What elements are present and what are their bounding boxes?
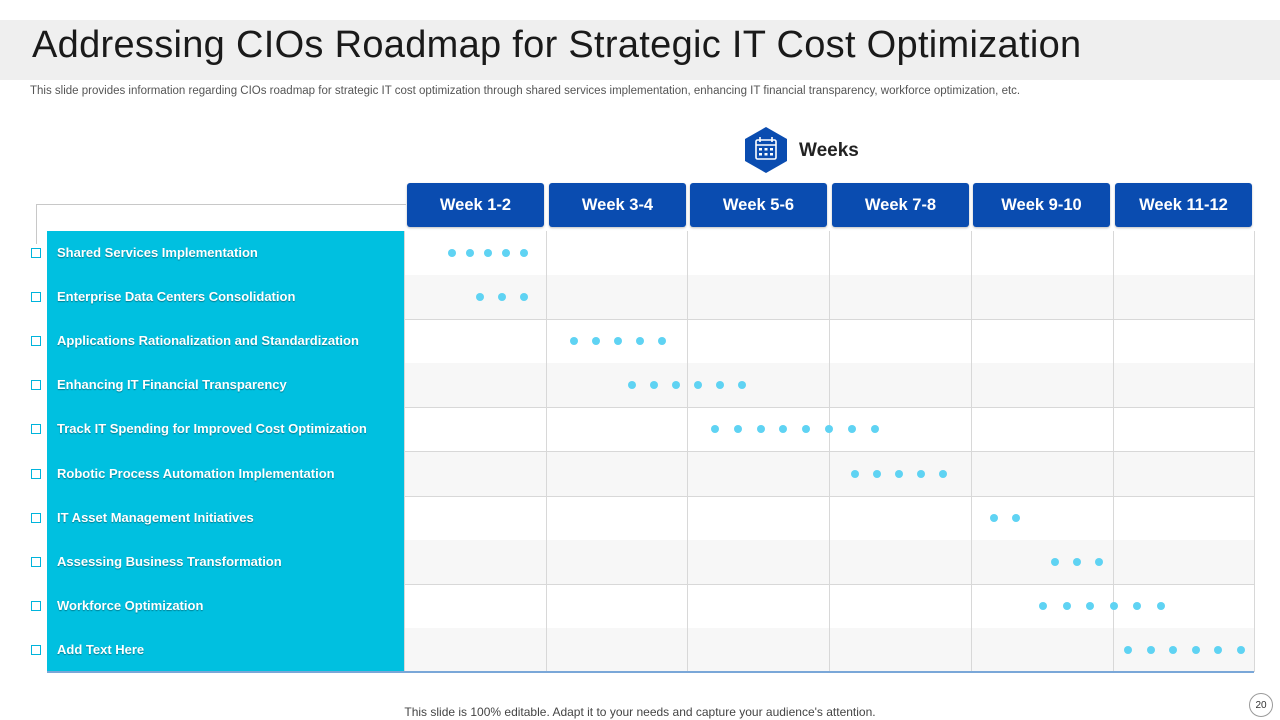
progress-dot	[466, 249, 474, 257]
footer-note: This slide is 100% editable. Adapt it to…	[404, 705, 876, 719]
progress-dot	[802, 425, 811, 433]
task-label: Enhancing IT Financial Transparency	[57, 377, 287, 392]
progress-dot	[847, 425, 856, 433]
grid-column-line	[546, 231, 547, 672]
progress-dot	[1146, 646, 1155, 654]
progress-dot	[658, 337, 666, 345]
progress-dot	[990, 514, 998, 522]
progress-dot	[1051, 558, 1059, 566]
progress-dot	[636, 337, 644, 345]
progress-dot	[502, 249, 510, 257]
task-bullet	[31, 424, 41, 434]
task-label: Applications Rationalization and Standar…	[57, 333, 359, 348]
progress-dot	[1095, 558, 1103, 566]
progress-dot	[711, 425, 719, 433]
progress-dot	[895, 470, 903, 478]
progress-dot	[1039, 602, 1047, 610]
progress-dot	[738, 381, 746, 389]
week-header: Week 5-6	[690, 183, 827, 227]
week-header: Week 1-2	[407, 183, 544, 227]
grid-column-line	[404, 231, 405, 672]
task-panel	[47, 231, 404, 672]
progress-dot	[484, 249, 492, 257]
progress-dot	[1191, 646, 1200, 654]
progress-dot	[870, 425, 879, 433]
task-bullet	[31, 557, 41, 567]
progress-dot	[614, 337, 622, 345]
progress-dot	[694, 381, 702, 389]
title-bar	[0, 20, 1280, 80]
task-bullet	[31, 380, 41, 390]
progress-dot	[592, 337, 600, 345]
weeks-heading: Weeks	[799, 140, 859, 161]
week-header: Week 11-12	[1115, 183, 1252, 227]
timeline-grid	[404, 231, 1255, 673]
progress-dot	[873, 470, 881, 478]
progress-dot	[939, 470, 947, 478]
progress-dot	[733, 425, 742, 433]
task-label: Track IT Spending for Improved Cost Opti…	[57, 421, 367, 436]
task-label: IT Asset Management Initiatives	[57, 510, 254, 525]
progress-dot	[779, 425, 788, 433]
week-header: Week 7-8	[832, 183, 969, 227]
week-header: Week 3-4	[549, 183, 686, 227]
task-label: Add Text Here	[57, 642, 145, 657]
week-header: Week 9-10	[973, 183, 1110, 227]
progress-dot	[851, 470, 859, 478]
page-number: 20	[1249, 693, 1273, 717]
progress-dot	[570, 337, 578, 345]
grid-column-line	[829, 231, 830, 672]
grid-column-line	[687, 231, 688, 672]
grid-column-line	[1113, 231, 1114, 672]
progress-dot	[1073, 558, 1081, 566]
progress-dot	[498, 293, 506, 301]
task-bullet	[31, 248, 41, 258]
task-label: Assessing Business Transformation	[57, 554, 282, 569]
grid-column-line	[1254, 231, 1255, 672]
progress-dot	[476, 293, 484, 301]
task-bullet	[31, 645, 41, 655]
progress-dot	[825, 425, 833, 433]
frame-line	[36, 204, 406, 205]
progress-dot	[650, 381, 658, 389]
progress-dot	[1236, 646, 1245, 654]
progress-dot	[1062, 602, 1071, 610]
task-bullet	[31, 513, 41, 523]
task-label: Robotic Process Automation Implementatio…	[57, 466, 335, 481]
task-bullet	[31, 292, 41, 302]
progress-dot	[1012, 514, 1020, 522]
progress-dot	[716, 381, 724, 389]
progress-dot	[1109, 602, 1118, 610]
progress-dot	[917, 470, 925, 478]
progress-dot	[628, 381, 636, 389]
task-bullet	[31, 469, 41, 479]
task-bullet	[31, 336, 41, 346]
progress-dot	[1156, 602, 1165, 610]
progress-dot	[672, 381, 680, 389]
progress-dot	[1124, 646, 1132, 654]
progress-dot	[1086, 602, 1094, 610]
progress-dot	[448, 249, 456, 257]
task-label: Shared Services Implementation	[57, 245, 258, 260]
page-title: Addressing CIOs Roadmap for Strategic IT…	[32, 24, 1082, 66]
progress-dot	[1169, 646, 1177, 654]
frame-line	[36, 204, 37, 244]
progress-dot	[520, 249, 528, 257]
task-bullet	[31, 601, 41, 611]
progress-dot	[1133, 602, 1141, 610]
grid-bottom-line	[47, 671, 1254, 673]
grid-column-line	[971, 231, 972, 672]
progress-dot	[756, 425, 765, 433]
task-label: Enterprise Data Centers Consolidation	[57, 289, 296, 304]
page-subtitle: This slide provides information regardin…	[30, 85, 1021, 97]
progress-dot	[520, 293, 528, 301]
progress-dot	[1214, 646, 1222, 654]
task-label: Workforce Optimization	[57, 598, 204, 613]
calendar-icon	[745, 127, 787, 173]
